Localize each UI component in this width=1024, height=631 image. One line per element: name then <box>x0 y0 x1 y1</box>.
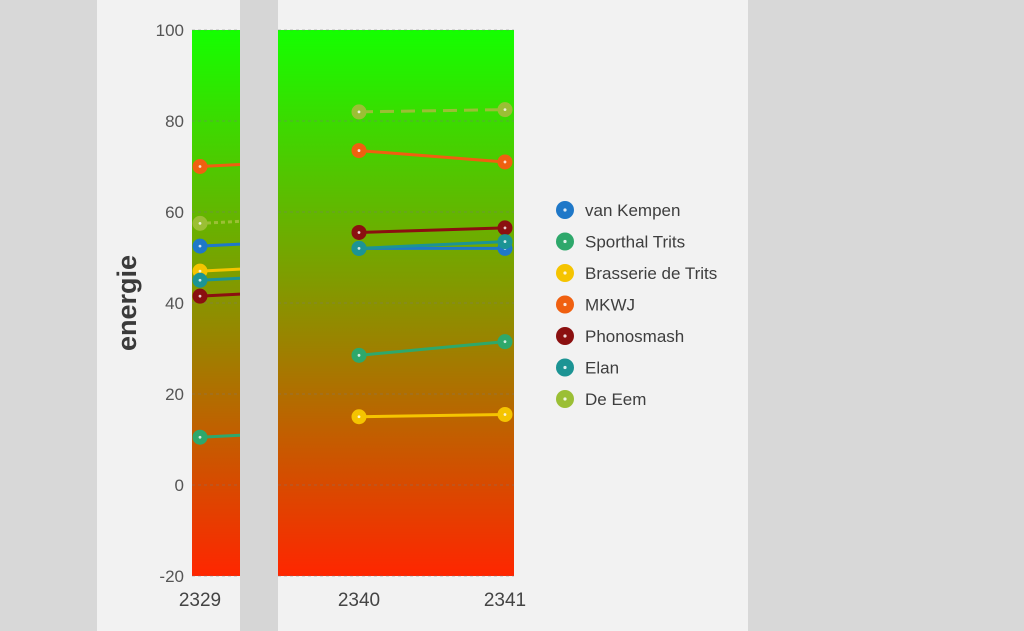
series-point-center <box>357 247 361 250</box>
legend-label: Sporthal Trits <box>585 233 685 252</box>
series-point-center <box>503 226 507 230</box>
series-point-center <box>198 278 202 282</box>
legend-label: van Kempen <box>585 201 680 220</box>
legend: van Kempen Sporthal Trits Brasserie de Tri… <box>556 201 717 409</box>
series-line-3 <box>358 149 506 164</box>
series-point-center <box>198 165 202 168</box>
x-tick-label: 2329 <box>179 590 221 611</box>
y-tick-label: 40 <box>165 294 184 313</box>
legend-marker-center <box>563 397 567 401</box>
series-line-2 <box>358 412 506 419</box>
series-point-center <box>357 149 361 152</box>
y-tick-label: 0 <box>175 476 184 495</box>
series-point-center <box>503 413 507 416</box>
series-line-5 <box>358 240 506 250</box>
series-line-4 <box>358 226 506 234</box>
series-point-center <box>357 231 361 234</box>
y-axis-ticks: 100 80 60 40 20 0 -20 <box>156 21 184 586</box>
series-line-4 <box>199 292 240 298</box>
x-axis-ticks: 2329 2340 2341 <box>179 590 526 611</box>
plot-panel-1 <box>278 30 514 576</box>
series-line-1 <box>199 433 240 439</box>
legend-item[interactable]: MKWJ <box>556 295 635 315</box>
y-axis-label: energie <box>112 255 142 351</box>
series-point-center <box>503 160 507 164</box>
y-tick-label: 100 <box>156 21 184 40</box>
series-line-5 <box>199 276 240 282</box>
series-point-center <box>198 269 202 273</box>
series-line-6 <box>199 219 240 225</box>
legend-item[interactable]: Sporthal Trits <box>556 232 685 252</box>
legend-marker-center <box>563 334 567 338</box>
legend-marker-center <box>563 365 567 370</box>
x-tick-label: 2340 <box>338 590 380 611</box>
series-point-center <box>357 415 361 419</box>
series-point-center <box>198 244 202 248</box>
legend-item[interactable]: De Eem <box>556 390 646 409</box>
legend-marker-center <box>563 271 567 275</box>
plot-background <box>192 0 514 631</box>
series-point-center <box>503 108 507 112</box>
series-segment-0 <box>192 159 240 445</box>
legend-item[interactable]: Brasserie de Trits <box>556 264 717 283</box>
series-point-center <box>503 340 507 344</box>
series-line-0 <box>199 242 240 248</box>
legend-label: Phonosmash <box>585 327 684 346</box>
series-line-3 <box>199 162 240 168</box>
series-point-center <box>357 353 361 357</box>
series-point-center <box>357 110 361 114</box>
y-tick-label: 80 <box>165 112 184 131</box>
legend-label: MKWJ <box>585 296 635 315</box>
legend-label: Brasserie de Trits <box>585 264 717 283</box>
series-segment-1 <box>351 102 513 425</box>
x-tick-label: 2341 <box>484 590 526 611</box>
legend-label: De Eem <box>585 390 646 409</box>
y-tick-label: 20 <box>165 385 184 404</box>
y-tick-label: 60 <box>165 203 184 222</box>
legend-marker-center <box>563 239 567 244</box>
series-line-1 <box>358 340 506 357</box>
series-line-6 <box>358 108 506 114</box>
series-point-center <box>198 221 202 225</box>
series-point-center <box>198 294 202 298</box>
series-line-2 <box>199 267 240 273</box>
legend-item[interactable]: Elan <box>556 358 619 378</box>
legend-item[interactable]: Phonosmash <box>556 327 684 346</box>
legend-label: Elan <box>585 359 619 378</box>
series-point-center <box>503 240 507 243</box>
y-tick-label: -20 <box>159 567 184 586</box>
axis-break <box>240 0 278 631</box>
legend-item[interactable]: van Kempen <box>556 201 680 220</box>
series-point-center <box>198 435 202 439</box>
legend-marker-center <box>563 302 567 307</box>
legend-marker-center <box>563 208 567 212</box>
